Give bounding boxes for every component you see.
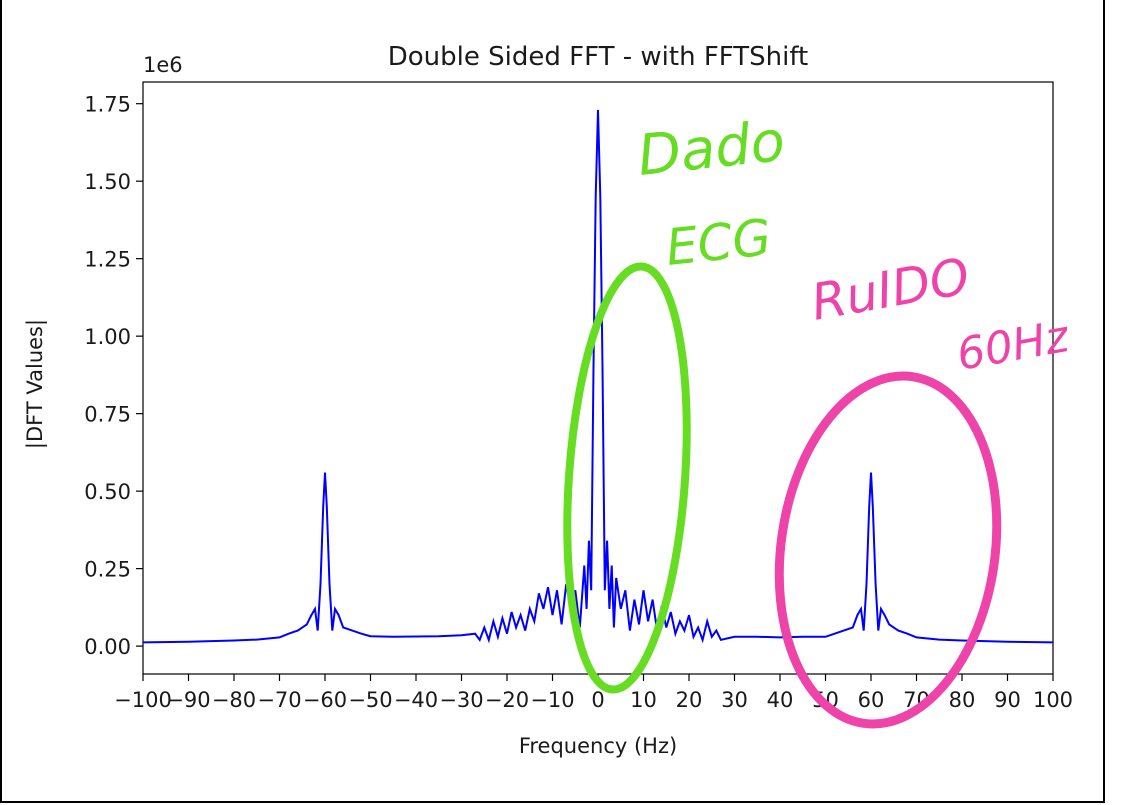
y-tick-label: 0.50 [84, 480, 131, 504]
x-tick-label: 90 [994, 688, 1021, 712]
x-tick-label: 10 [630, 688, 657, 712]
y-tick-label: 1.25 [84, 248, 131, 272]
x-tick-label: −90 [166, 688, 210, 712]
x-tick-label: 100 [1033, 688, 1073, 712]
x-tick-label: −50 [348, 688, 392, 712]
green-circle [563, 262, 691, 694]
x-tick-label: −10 [530, 688, 574, 712]
y-axis-ticks: 0.00 0.25 0.50 0.75 1.00 1.25 1.50 1.75 [84, 93, 143, 659]
x-tick-label: −60 [303, 688, 347, 712]
pink-annotation: RuIDO 60Hz [774, 247, 1073, 729]
x-tick-label: 60 [858, 688, 885, 712]
pink-circle [774, 371, 1002, 729]
x-tick-label: −100 [114, 688, 172, 712]
y-tick-label: 1.75 [84, 93, 131, 117]
x-tick-label: 80 [949, 688, 976, 712]
x-tick-label: 0 [591, 688, 604, 712]
y-tick-label: 0.25 [84, 558, 131, 582]
x-tick-label: −30 [439, 688, 483, 712]
y-offset-label: 1e6 [143, 53, 183, 77]
y-axis-label: |DFT Values| [23, 319, 48, 449]
x-tick-label: 40 [767, 688, 794, 712]
x-tick-label: 30 [721, 688, 748, 712]
x-tick-label: −20 [485, 688, 529, 712]
fft-magnitude-line [142, 109, 1054, 644]
x-tick-label: −70 [257, 688, 301, 712]
x-tick-label: 20 [676, 688, 703, 712]
annotation-ecg: ECG [663, 208, 774, 277]
chart-title: Double Sided FFT - with FFTShift [388, 42, 809, 72]
y-tick-label: 0.75 [84, 403, 131, 427]
y-tick-label: 1.00 [84, 325, 131, 349]
y-tick-label: 1.50 [84, 170, 131, 194]
x-axis-ticks: −100−90 −80 −70 −60 −50 −40 −30 −20 −10 0 10 20 30 40… [114, 674, 1073, 712]
x-tick-label: −80 [212, 688, 256, 712]
green-annotation: Dado ECG [563, 109, 788, 694]
x-tick-label: −40 [394, 688, 438, 712]
annotation-dado: Dado [635, 109, 788, 189]
x-axis-label: Frequency (Hz) [519, 734, 677, 758]
y-tick-label: 0.00 [84, 635, 131, 659]
